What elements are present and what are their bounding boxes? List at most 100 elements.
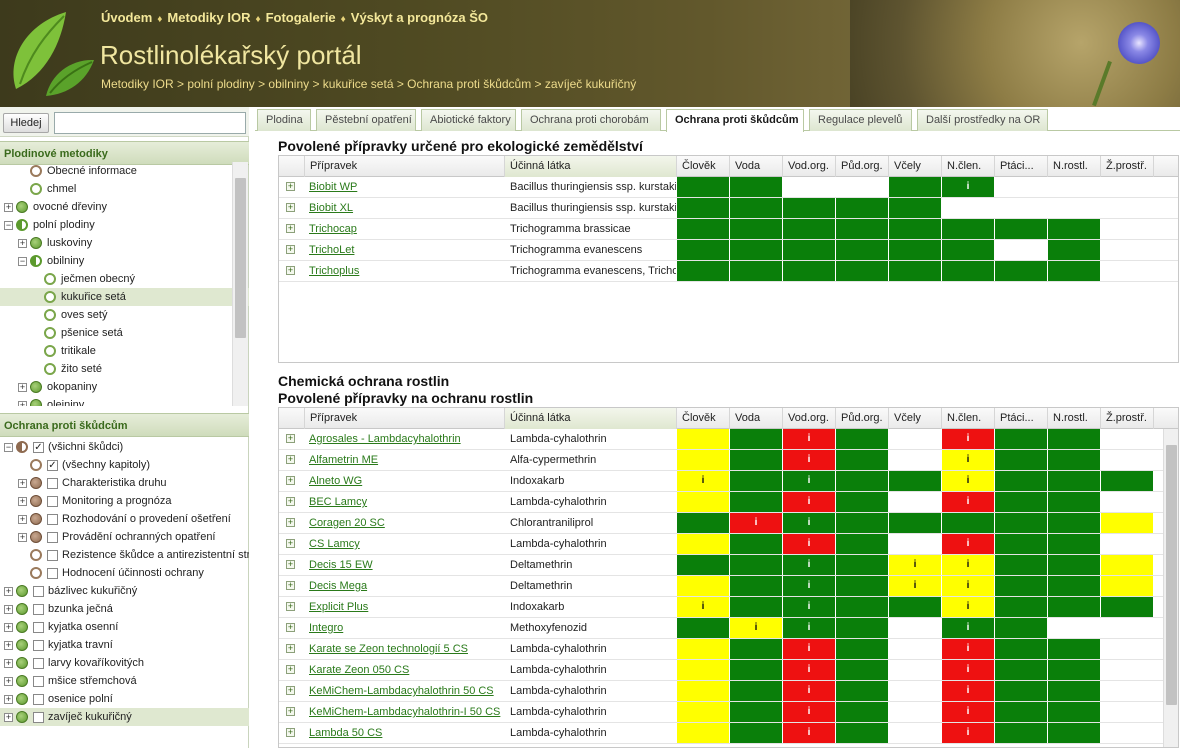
risk-cell[interactable] bbox=[836, 513, 889, 533]
risk-cell[interactable] bbox=[1048, 513, 1101, 533]
risk-cell[interactable] bbox=[836, 177, 889, 197]
risk-cell[interactable] bbox=[836, 534, 889, 554]
risk-cell[interactable] bbox=[1048, 597, 1101, 617]
risk-cell[interactable] bbox=[889, 513, 942, 533]
table-row[interactable]: + KeMiChem-Lambdacyhalothrin 50 CS Lambda-… bbox=[279, 681, 1178, 702]
risk-cell[interactable] bbox=[836, 429, 889, 449]
risk-cell[interactable]: i bbox=[783, 429, 836, 449]
tree-item[interactable]: + Provádění ochranných opatření bbox=[0, 528, 249, 546]
risk-cell[interactable] bbox=[889, 198, 942, 218]
risk-cell[interactable] bbox=[1048, 471, 1101, 491]
expand-icon[interactable]: + bbox=[286, 580, 295, 590]
risk-cell[interactable] bbox=[836, 723, 889, 743]
column-header-3[interactable]: Voda bbox=[730, 408, 783, 429]
product-link[interactable]: Agrosales - Lambdacyhalothrin bbox=[309, 433, 461, 445]
tree-checkbox[interactable] bbox=[47, 568, 58, 579]
expand-icon[interactable]: + bbox=[18, 401, 27, 406]
expand-icon[interactable]: + bbox=[286, 475, 295, 485]
product-link[interactable]: KeMiChem-Lambdacyhalothrin 50 CS bbox=[309, 685, 494, 697]
tree-item[interactable]: + Monitoring a prognóza bbox=[0, 492, 249, 510]
risk-cell[interactable] bbox=[1048, 618, 1101, 638]
expand-icon[interactable]: + bbox=[286, 265, 295, 275]
risk-cell[interactable] bbox=[1048, 492, 1101, 512]
risk-cell[interactable] bbox=[836, 639, 889, 659]
row-expander[interactable]: + bbox=[279, 702, 305, 722]
risk-cell[interactable] bbox=[1101, 555, 1154, 575]
leaf-logo-icon[interactable] bbox=[6, 4, 96, 99]
table-row[interactable]: + TrichoLet Trichogramma evanescens bbox=[279, 240, 1178, 261]
tree-item[interactable]: + larvy kovaříkovitých bbox=[0, 654, 249, 672]
product-link[interactable]: Trichocap bbox=[309, 223, 357, 235]
collapse-icon[interactable]: − bbox=[18, 256, 27, 266]
nav-link-metodiky[interactable]: Metodiky IOR bbox=[167, 10, 251, 25]
risk-cell[interactable] bbox=[677, 198, 730, 218]
risk-cell[interactable]: i bbox=[942, 660, 995, 680]
product-link[interactable]: Integro bbox=[309, 622, 344, 634]
expand-icon[interactable]: + bbox=[18, 532, 27, 542]
risk-cell[interactable]: i bbox=[889, 576, 942, 596]
risk-cell[interactable]: i bbox=[783, 681, 836, 701]
risk-cell[interactable] bbox=[783, 219, 836, 239]
row-expander[interactable]: + bbox=[279, 492, 305, 512]
expand-icon[interactable]: + bbox=[286, 601, 295, 611]
product-link[interactable]: Coragen 20 SC bbox=[309, 517, 385, 529]
risk-cell[interactable] bbox=[730, 702, 783, 722]
column-header-8[interactable]: Ptáci... bbox=[995, 408, 1048, 429]
risk-cell[interactable] bbox=[783, 198, 836, 218]
tree-checkbox[interactable] bbox=[47, 478, 58, 489]
risk-cell[interactable] bbox=[1048, 198, 1101, 218]
tree-scrollbar[interactable] bbox=[232, 162, 248, 406]
risk-cell[interactable]: i bbox=[730, 513, 783, 533]
expand-icon[interactable]: + bbox=[286, 517, 295, 527]
expand-icon[interactable]: + bbox=[4, 658, 13, 668]
row-expander[interactable]: + bbox=[279, 471, 305, 491]
tree-checkbox[interactable] bbox=[33, 604, 44, 615]
tree-item[interactable]: žito seté bbox=[0, 360, 249, 378]
product-link[interactable]: Alneto WG bbox=[309, 475, 363, 487]
table-row[interactable]: + KeMiChem-Lambdacyhalothrin-I 50 CS Lambd… bbox=[279, 702, 1178, 723]
product-link[interactable]: Alfametrin ME bbox=[309, 454, 379, 466]
risk-cell[interactable] bbox=[730, 219, 783, 239]
risk-cell[interactable] bbox=[995, 702, 1048, 722]
risk-cell[interactable] bbox=[836, 702, 889, 722]
risk-cell[interactable] bbox=[889, 618, 942, 638]
risk-cell[interactable] bbox=[995, 597, 1048, 617]
column-header-1[interactable]: Účinná látka bbox=[505, 156, 677, 177]
table-row[interactable]: + Biobit WP Bacillus thuringiensis ssp. ku… bbox=[279, 177, 1178, 198]
tree-checkbox[interactable] bbox=[47, 550, 58, 561]
risk-cell[interactable] bbox=[995, 471, 1048, 491]
expand-icon[interactable]: + bbox=[286, 223, 295, 233]
risk-cell[interactable] bbox=[889, 219, 942, 239]
tree-checkbox[interactable] bbox=[33, 658, 44, 669]
table-row[interactable]: + Lambda 50 CS Lambda-cyhalothrin i i bbox=[279, 723, 1178, 744]
risk-cell[interactable] bbox=[1101, 450, 1154, 470]
tree-item[interactable]: + kyjatka osenní bbox=[0, 618, 249, 636]
tree-checkbox[interactable] bbox=[33, 694, 44, 705]
tree-item[interactable]: − obilniny bbox=[0, 252, 249, 270]
risk-cell[interactable] bbox=[995, 177, 1048, 197]
risk-cell[interactable] bbox=[1101, 576, 1154, 596]
risk-cell[interactable] bbox=[836, 597, 889, 617]
risk-cell[interactable] bbox=[677, 555, 730, 575]
product-link[interactable]: Lambda 50 CS bbox=[309, 727, 383, 739]
risk-cell[interactable]: i bbox=[783, 555, 836, 575]
expand-icon[interactable]: + bbox=[18, 382, 27, 392]
expand-icon[interactable]: + bbox=[286, 706, 295, 716]
risk-cell[interactable] bbox=[889, 261, 942, 281]
risk-cell[interactable] bbox=[783, 177, 836, 197]
table-row[interactable]: + Coragen 20 SC Chlorantraniliprol i i bbox=[279, 513, 1178, 534]
column-header-0[interactable]: Přípravek bbox=[305, 156, 505, 177]
risk-cell[interactable] bbox=[677, 681, 730, 701]
risk-cell[interactable] bbox=[1101, 660, 1154, 680]
row-expander[interactable]: + bbox=[279, 660, 305, 680]
risk-cell[interactable] bbox=[1101, 177, 1154, 197]
risk-cell[interactable] bbox=[889, 681, 942, 701]
risk-cell[interactable]: i bbox=[677, 597, 730, 617]
risk-cell[interactable] bbox=[677, 513, 730, 533]
collapse-icon[interactable]: − bbox=[4, 220, 13, 230]
risk-cell[interactable] bbox=[836, 471, 889, 491]
expand-icon[interactable]: + bbox=[286, 181, 295, 191]
expand-icon[interactable]: + bbox=[286, 727, 295, 737]
risk-cell[interactable] bbox=[783, 240, 836, 260]
risk-cell[interactable] bbox=[1048, 681, 1101, 701]
